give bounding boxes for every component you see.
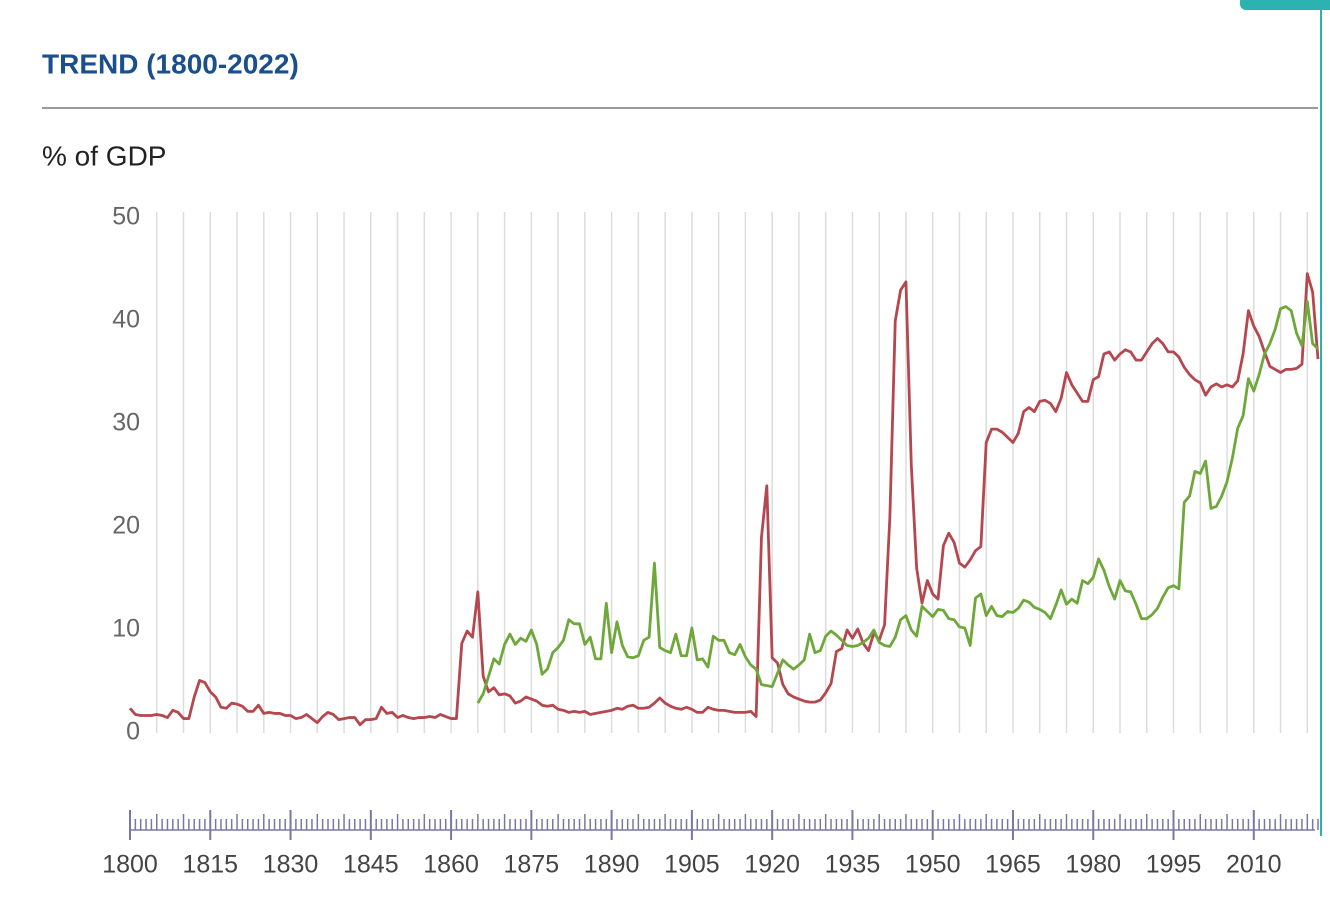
x-tick-label: 1905: [664, 851, 720, 879]
x-tick-label: 1800: [102, 851, 158, 879]
data-line: [476, 300, 1319, 704]
axes: 0 10 20 30 40 50 1800 1815 1830 1845 1860 1875 1890 1…: [102, 203, 1319, 879]
y-tick-label: 50: [112, 203, 140, 231]
y-axis-label: % of GDP: [42, 140, 166, 171]
x-tick-label: 1815: [182, 851, 238, 879]
x-tick-label: 1845: [343, 851, 399, 879]
x-tick-label: 1875: [504, 851, 560, 879]
x-tick-label: 1965: [985, 851, 1041, 879]
x-tick-label: 1980: [1065, 851, 1121, 879]
x-tick-label: 1935: [825, 851, 881, 879]
x-tick-label: 1995: [1146, 851, 1202, 879]
x-tick-label: 2010: [1226, 851, 1282, 879]
chart-title: TREND (1800-2022): [42, 48, 299, 79]
plot-area: [128, 272, 1320, 727]
y-tick-label: 10: [112, 615, 140, 643]
x-tick-label: 1830: [263, 851, 319, 879]
y-tick-label: 40: [112, 306, 140, 334]
y-tick-label: 20: [112, 512, 140, 540]
top-button[interactable]: [1240, 0, 1330, 10]
x-tick-label: 1920: [744, 851, 800, 879]
x-tick-label: 1950: [905, 851, 961, 879]
x-tick-label: 1890: [584, 851, 640, 879]
grid: [156, 212, 1309, 733]
y-tick-label: 0: [126, 718, 140, 746]
data-line: [128, 272, 1320, 727]
y-tick-label: 30: [112, 409, 140, 437]
x-tick-label: 1860: [423, 851, 479, 879]
